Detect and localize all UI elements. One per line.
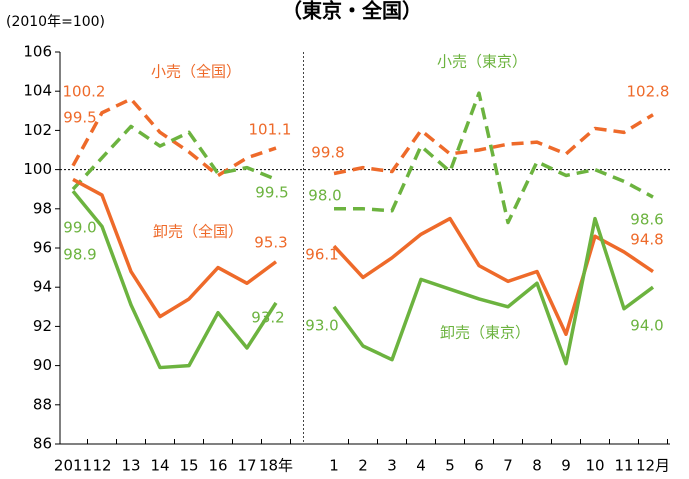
value-label: 96.1 [305, 246, 338, 264]
value-label: 98.0 [308, 187, 341, 205]
x-tick-label: 4 [416, 457, 426, 475]
x-tick-label: 6 [474, 457, 484, 475]
x-tick-label: 16 [208, 457, 227, 475]
x-tick-label: 8 [532, 457, 542, 475]
y-tick-label: 94 [33, 278, 52, 296]
x-tick-label: 5 [445, 457, 455, 475]
y-tick-label: 96 [33, 239, 52, 257]
value-label: 99.0 [63, 219, 96, 237]
value-label: 94.8 [630, 231, 663, 249]
x-tick-label: 11 [614, 457, 633, 475]
series-line [71, 91, 654, 225]
value-label: 95.3 [254, 234, 287, 252]
y-tick-label: 92 [33, 317, 52, 335]
y-tick-label: 100 [23, 160, 52, 178]
y-unit-label: (2010年=100) [6, 14, 105, 30]
series-line [71, 97, 654, 178]
x-tick-label: 12 [92, 457, 111, 475]
x-tick-label: 17 [237, 457, 256, 475]
value-label: 93.2 [251, 309, 284, 327]
x-tick-label: 2 [358, 457, 368, 475]
y-tick-label: 88 [33, 395, 52, 413]
x-tick-label: 3 [387, 457, 397, 475]
value-label: 93.0 [305, 317, 338, 335]
y-tick-label: 86 [33, 435, 52, 453]
x-tick-label: 2011 [54, 457, 92, 475]
value-label: 102.8 [627, 83, 670, 101]
x-tick-label: 7 [503, 457, 513, 475]
y-tick-label: 90 [33, 356, 52, 374]
series-label: 小売（全国） [151, 63, 241, 81]
x-tick-label: 18年 [259, 457, 293, 475]
value-label: 99.5 [63, 109, 96, 127]
series-line [72, 177, 654, 336]
x-tick-label: 14 [150, 457, 169, 475]
y-tick-label: 98 [33, 199, 52, 217]
value-label: 94.0 [630, 317, 663, 335]
x-tick-label: 1 [329, 457, 339, 475]
value-label: 101.1 [249, 121, 292, 139]
chart-title: （東京・全国） [282, 0, 422, 23]
y-tick-label: 104 [23, 82, 52, 100]
value-label: 99.5 [255, 184, 288, 202]
series-label: 卸売（東京） [440, 324, 530, 342]
series-label: 小売（東京） [437, 53, 527, 71]
x-tick-label: 12月 [636, 457, 670, 475]
x-tick-label: 10 [585, 457, 604, 475]
series-line [71, 190, 655, 370]
value-label: 99.8 [311, 144, 344, 162]
value-label: 98.9 [63, 246, 96, 264]
y-tick-label: 106 [23, 43, 52, 61]
x-tick-label: 9 [561, 457, 571, 475]
x-tick-label: 15 [179, 457, 198, 475]
x-tick-label: 13 [121, 457, 140, 475]
y-tick-label: 102 [23, 121, 52, 139]
value-label: 98.6 [630, 211, 663, 229]
value-label: 100.2 [63, 83, 106, 101]
series-label: 卸売（全国） [153, 223, 243, 241]
